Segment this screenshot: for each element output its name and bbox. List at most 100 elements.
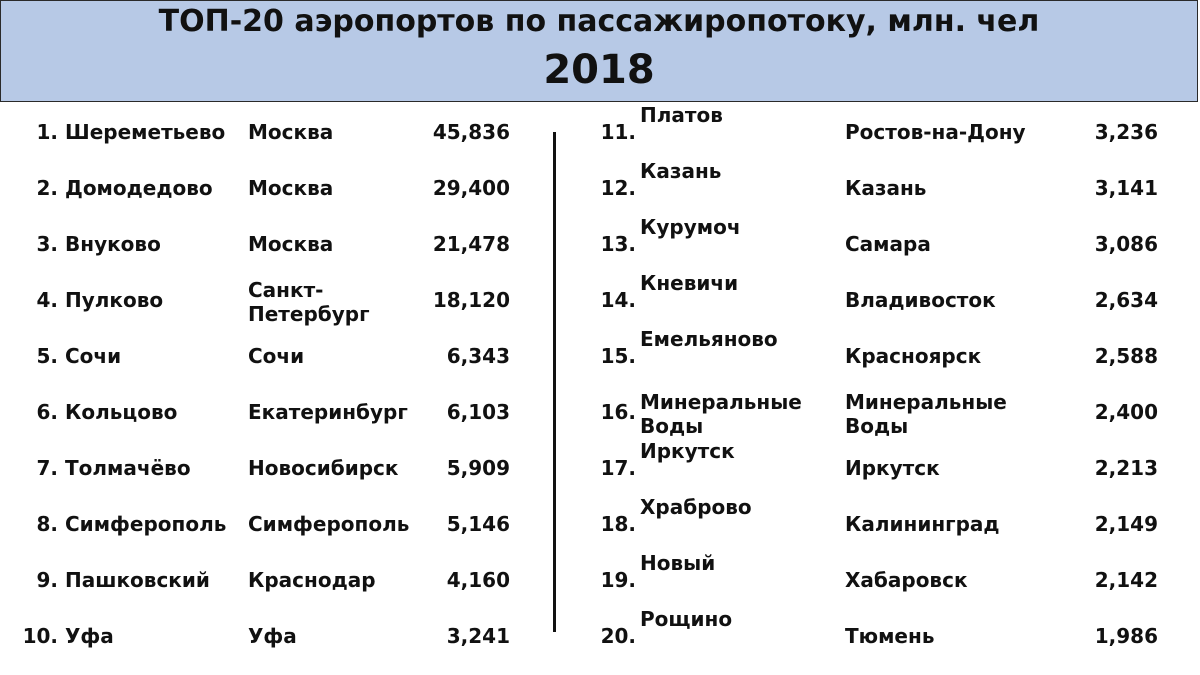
rank-label: 17. <box>600 456 636 480</box>
rank-label: 6. <box>36 400 58 424</box>
ranking-table-left: 1. Шереметьево Москва 45,836 2. Домодедово Мос… <box>0 104 600 664</box>
rank-label: 11. <box>600 120 636 144</box>
table-row: 13. Курумоч Самара 3,086 <box>570 216 1170 272</box>
table-row: 9. Пашковский Краснодар 4,160 <box>0 552 600 608</box>
table-row: 20. Рощино Тюмень 1,986 <box>570 608 1170 664</box>
passenger-count: 21,478 <box>432 232 510 256</box>
rank-label: 12. <box>600 176 636 200</box>
table-row: 10. Уфа Уфа 3,241 <box>0 608 600 664</box>
airport-name: Кневичи <box>640 271 739 295</box>
rank-label: 2. <box>36 176 58 200</box>
city-name: Москва <box>248 176 334 200</box>
passenger-count: 4,160 <box>446 568 510 592</box>
airport-name: Уфа <box>65 624 114 648</box>
table-row: 3. Внуково Москва 21,478 <box>0 216 600 272</box>
passenger-count: 45,836 <box>432 120 510 144</box>
passenger-count: 5,909 <box>446 456 510 480</box>
airport-name: Сочи <box>65 344 122 368</box>
city-name: Ростов-на-Дону <box>845 120 1026 144</box>
rank-label: 16. <box>600 400 636 424</box>
passenger-count: 2,634 <box>1094 288 1158 312</box>
airport-name: Казань <box>640 159 722 183</box>
passenger-count: 2,142 <box>1094 568 1158 592</box>
city-name: Владивосток <box>845 288 996 312</box>
passenger-count: 29,400 <box>432 176 510 200</box>
rank-label: 4. <box>36 288 58 312</box>
rank-label: 15. <box>600 344 636 368</box>
airport-name: Пашковский <box>65 568 210 592</box>
page-title: ТОП-20 аэропортов по пассажиропотоку, мл… <box>158 4 1040 39</box>
passenger-count: 18,120 <box>432 288 510 312</box>
rank-label: 9. <box>36 568 58 592</box>
rank-label: 8. <box>36 512 58 536</box>
rank-label: 18. <box>600 512 636 536</box>
city-name: Казань <box>845 176 927 200</box>
table-row: 19. Новый Хабаровск 2,142 <box>570 552 1170 608</box>
airport-name: Симферополь <box>65 512 227 536</box>
passenger-count: 2,213 <box>1094 456 1158 480</box>
city-name: Красноярск <box>845 344 982 368</box>
table-row: 6. Кольцово Екатеринбург 6,103 <box>0 384 600 440</box>
table-row: 4. Пулково Санкт- Петербург 18,120 <box>0 272 600 328</box>
rank-label: 19. <box>600 568 636 592</box>
rank-label: 3. <box>36 232 58 256</box>
table-row: 8. Симферополь Симферополь 5,146 <box>0 496 600 552</box>
city-name: Тюмень <box>845 624 935 648</box>
airport-name: Новый <box>640 551 716 575</box>
table-row: 5. Сочи Сочи 6,343 <box>0 328 600 384</box>
passenger-count: 6,343 <box>446 344 510 368</box>
passenger-count: 5,146 <box>446 512 510 536</box>
airport-name: Шереметьево <box>65 120 226 144</box>
table-row: 16. Минеральные Воды Минеральные Воды 2,400 <box>570 384 1170 440</box>
airport-name: Курумоч <box>640 215 741 239</box>
rank-label: 7. <box>36 456 58 480</box>
city-name: Москва <box>248 120 334 144</box>
airport-name: Пулково <box>65 288 164 312</box>
table-row: 11. Платов Ростов-на-Дону 3,236 <box>570 104 1170 160</box>
city-name: Симферополь <box>248 512 410 536</box>
passenger-count: 3,141 <box>1094 176 1158 200</box>
year-label: 2018 <box>543 47 655 93</box>
airport-name: Внуково <box>65 232 161 256</box>
city-name: Калининград <box>845 512 1000 536</box>
airport-name: Домодедово <box>65 176 213 200</box>
city-name: Сочи <box>248 344 305 368</box>
airport-name: Толмачёво <box>65 456 191 480</box>
city-name: Екатеринбург <box>248 400 408 424</box>
airport-name: Платов <box>640 103 723 127</box>
table-row: 18. Храброво Калининград 2,149 <box>570 496 1170 552</box>
airport-name: Рощино <box>640 607 733 631</box>
passenger-count: 3,241 <box>446 624 510 648</box>
airport-name: Емельяново <box>640 327 778 351</box>
passenger-count: 6,103 <box>446 400 510 424</box>
table-row: 2. Домодедово Москва 29,400 <box>0 160 600 216</box>
rank-label: 1. <box>36 120 58 144</box>
passenger-count: 2,588 <box>1094 344 1158 368</box>
table-row: 7. Толмачёво Новосибирск 5,909 <box>0 440 600 496</box>
passenger-count: 2,149 <box>1094 512 1158 536</box>
city-name: Самара <box>845 232 931 256</box>
city-name: Москва <box>248 232 334 256</box>
city-name: Санкт- Петербург <box>248 278 370 326</box>
column-divider <box>553 132 556 632</box>
airport-name: Иркутск <box>640 439 735 463</box>
airport-name: Минеральные Воды <box>640 390 802 438</box>
city-name: Минеральные Воды <box>845 390 1007 438</box>
rank-label: 10. <box>22 624 58 648</box>
table-row: 14. Кневичи Владивосток 2,634 <box>570 272 1170 328</box>
passenger-count: 3,086 <box>1094 232 1158 256</box>
passenger-count: 2,400 <box>1094 400 1158 424</box>
city-name: Уфа <box>248 624 297 648</box>
city-name: Иркутск <box>845 456 940 480</box>
rank-label: 5. <box>36 344 58 368</box>
table-row: 17. Иркутск Иркутск 2,213 <box>570 440 1170 496</box>
passenger-count: 3,236 <box>1094 120 1158 144</box>
city-name: Хабаровск <box>845 568 968 592</box>
airport-name: Храброво <box>640 495 752 519</box>
city-name: Новосибирск <box>248 456 399 480</box>
table-row: 15. Емельяново Красноярск 2,588 <box>570 328 1170 384</box>
airport-name: Кольцово <box>65 400 178 424</box>
title-banner: ТОП-20 аэропортов по пассажиропотоку, мл… <box>0 0 1198 102</box>
city-name: Краснодар <box>248 568 376 592</box>
rank-label: 13. <box>600 232 636 256</box>
